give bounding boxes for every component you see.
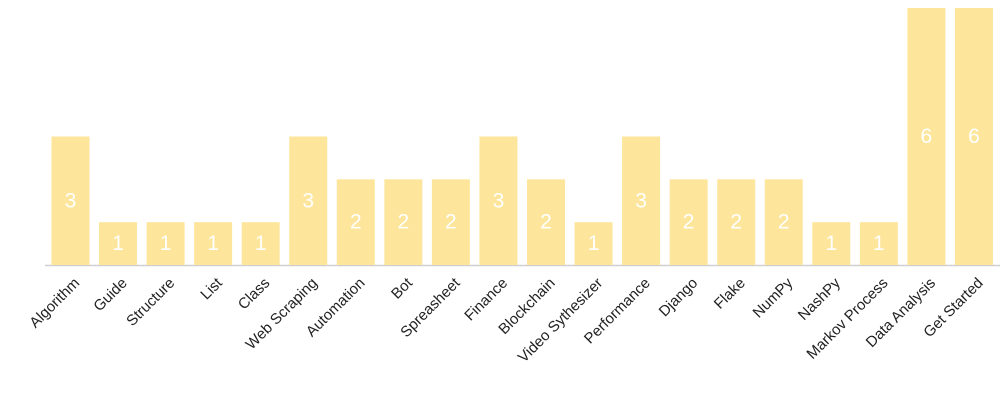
data-label: 3 bbox=[635, 189, 647, 212]
data-label: 2 bbox=[778, 211, 790, 234]
data-label: 2 bbox=[445, 211, 457, 234]
bar bbox=[51, 136, 90, 265]
data-label: 1 bbox=[825, 232, 837, 255]
data-label: 6 bbox=[921, 125, 933, 148]
bar bbox=[954, 8, 993, 265]
bar bbox=[384, 179, 423, 265]
data-label: 1 bbox=[873, 232, 885, 255]
bar bbox=[717, 179, 756, 265]
data-label: 1 bbox=[160, 232, 172, 255]
data-label: 1 bbox=[207, 232, 219, 255]
x-tick-label: Video Sythesizer bbox=[515, 275, 606, 366]
data-label: 1 bbox=[255, 232, 267, 255]
data-label: 3 bbox=[65, 189, 77, 212]
x-tick-label: Bot bbox=[388, 274, 417, 303]
bar bbox=[764, 179, 803, 265]
data-label: 6 bbox=[968, 125, 980, 148]
bar bbox=[479, 136, 518, 265]
bar bbox=[194, 222, 233, 265]
data-label: 2 bbox=[730, 211, 742, 234]
bar bbox=[669, 179, 708, 265]
bar bbox=[574, 222, 613, 265]
x-tick-label: Class bbox=[235, 275, 274, 314]
data-label: 3 bbox=[493, 189, 505, 212]
bar bbox=[812, 222, 851, 265]
x-tick-label: Django bbox=[656, 275, 702, 321]
x-tick-label: List bbox=[197, 274, 226, 303]
x-tick-label: Structure bbox=[123, 275, 178, 330]
bar bbox=[431, 179, 470, 265]
bar bbox=[289, 136, 328, 265]
data-label: 2 bbox=[683, 211, 695, 234]
bar bbox=[527, 179, 565, 265]
bar bbox=[241, 222, 280, 265]
data-label: 2 bbox=[540, 211, 552, 234]
x-tick-label: NumPy bbox=[750, 274, 797, 321]
bar bbox=[146, 222, 185, 265]
x-tick-label: Markov Process bbox=[803, 275, 891, 363]
bar bbox=[859, 222, 898, 265]
x-tick-label: Algorithm bbox=[26, 275, 83, 332]
data-label: 1 bbox=[588, 232, 600, 255]
bar bbox=[622, 136, 661, 265]
bar bbox=[99, 222, 138, 265]
x-tick-label: Guide bbox=[90, 275, 130, 315]
data-label: 2 bbox=[350, 211, 362, 234]
x-tick-label: Flake bbox=[711, 275, 749, 313]
bar bbox=[336, 179, 375, 265]
bar bbox=[907, 8, 946, 265]
data-label: 3 bbox=[302, 189, 314, 212]
data-label: 2 bbox=[398, 211, 410, 234]
data-label: 1 bbox=[112, 232, 124, 255]
